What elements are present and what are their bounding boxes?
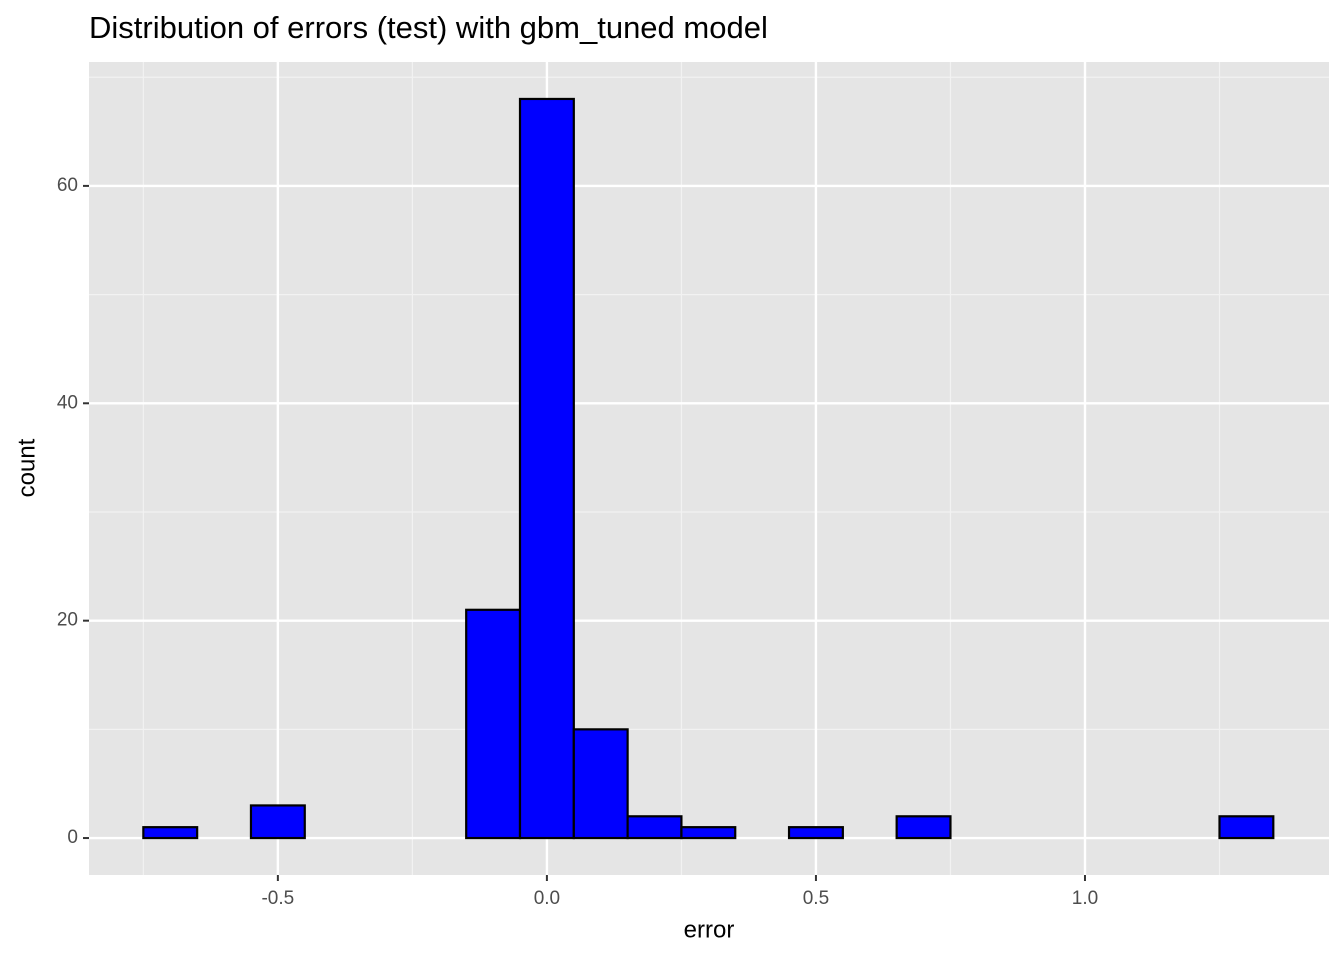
bar (680, 826, 737, 840)
y-axis-label: count (13, 438, 40, 497)
bar (626, 815, 683, 840)
bar (572, 728, 629, 840)
panel (89, 62, 1329, 875)
x-tick-label: -0.5 (261, 888, 294, 909)
chart-title: Distribution of errors (test) with gbm_t… (89, 10, 768, 45)
bar (1218, 815, 1275, 840)
bar (895, 815, 952, 840)
bar (518, 97, 575, 840)
bar (249, 804, 306, 840)
x-tick-label: 0.0 (534, 888, 560, 909)
y-tick-label: 60 (57, 175, 78, 196)
x-tick-label: 1.0 (1072, 888, 1098, 909)
bar (465, 608, 522, 840)
y-tick-label: 40 (57, 392, 78, 413)
y-tick-label: 0 (67, 827, 78, 848)
x-axis-label: error (684, 916, 735, 943)
bar (142, 826, 199, 840)
y-tick-label: 20 (57, 610, 78, 631)
bar (787, 826, 844, 840)
x-tick-label: 0.5 (803, 888, 829, 909)
